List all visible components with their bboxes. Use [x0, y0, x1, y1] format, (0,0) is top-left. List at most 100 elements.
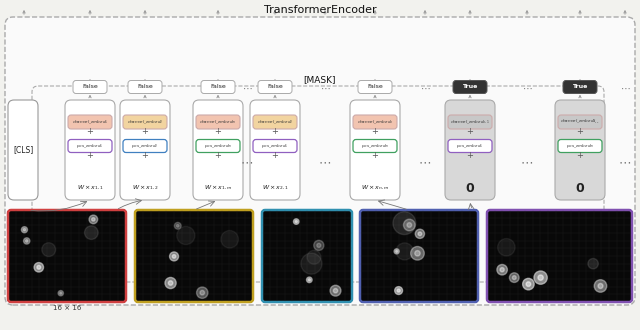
- FancyBboxPatch shape: [196, 115, 240, 129]
- Circle shape: [411, 247, 424, 260]
- Circle shape: [168, 281, 173, 285]
- Circle shape: [26, 240, 28, 242]
- Text: pos_embed$_m$: pos_embed$_m$: [361, 142, 389, 150]
- Text: [CLS]: [CLS]: [13, 146, 33, 154]
- Circle shape: [498, 239, 515, 256]
- Text: +: +: [372, 126, 378, 136]
- Text: +: +: [214, 150, 221, 159]
- Circle shape: [196, 287, 208, 298]
- Circle shape: [394, 249, 399, 254]
- FancyBboxPatch shape: [135, 210, 253, 302]
- FancyBboxPatch shape: [128, 81, 162, 93]
- Circle shape: [403, 219, 415, 231]
- Circle shape: [534, 271, 547, 284]
- Text: False: False: [267, 84, 283, 89]
- FancyBboxPatch shape: [555, 100, 605, 200]
- Text: $\cdots$: $\cdots$: [241, 155, 253, 169]
- Text: $\cdots$: $\cdots$: [618, 155, 632, 169]
- Text: True: True: [572, 84, 588, 89]
- Circle shape: [393, 212, 416, 235]
- Circle shape: [294, 219, 299, 224]
- FancyBboxPatch shape: [123, 140, 167, 152]
- Circle shape: [34, 263, 44, 272]
- Text: +: +: [141, 126, 148, 136]
- Circle shape: [330, 285, 341, 296]
- Text: channel_embed$_2$: channel_embed$_2$: [127, 118, 163, 126]
- Text: channel_embed$_{n,1}$: channel_embed$_{n,1}$: [450, 118, 490, 126]
- Text: pos_embed$_m$: pos_embed$_m$: [204, 142, 232, 150]
- Text: pos_embed$_1$: pos_embed$_1$: [76, 142, 104, 150]
- Circle shape: [177, 226, 195, 245]
- Circle shape: [396, 250, 397, 252]
- Circle shape: [42, 243, 56, 256]
- Circle shape: [84, 226, 98, 240]
- Text: $W \times x_{2,1}$: $W \times x_{2,1}$: [262, 184, 289, 192]
- Circle shape: [523, 279, 534, 290]
- FancyBboxPatch shape: [350, 100, 400, 200]
- FancyBboxPatch shape: [65, 100, 115, 200]
- Text: $\cdots$: $\cdots$: [319, 155, 332, 169]
- Text: channel_embed$_m$: channel_embed$_m$: [199, 118, 237, 126]
- Circle shape: [174, 222, 181, 229]
- Circle shape: [407, 223, 412, 227]
- FancyBboxPatch shape: [558, 140, 602, 152]
- FancyBboxPatch shape: [258, 81, 292, 93]
- Text: [MASK]: [MASK]: [304, 76, 336, 84]
- Circle shape: [165, 278, 176, 289]
- Text: $W \times x_{n,m}$: $W \times x_{n,m}$: [361, 184, 389, 192]
- Text: False: False: [367, 84, 383, 89]
- Circle shape: [598, 283, 603, 288]
- Text: $\cdots$: $\cdots$: [620, 83, 630, 93]
- Circle shape: [24, 238, 30, 244]
- Circle shape: [308, 279, 310, 281]
- Circle shape: [301, 253, 322, 274]
- Text: False: False: [137, 84, 153, 89]
- Circle shape: [307, 277, 312, 282]
- Circle shape: [396, 243, 413, 260]
- Circle shape: [172, 255, 176, 258]
- Circle shape: [333, 288, 338, 293]
- Text: channel_embed$_2$: channel_embed$_2$: [257, 118, 293, 126]
- Circle shape: [588, 258, 598, 269]
- Circle shape: [170, 252, 179, 261]
- Circle shape: [594, 280, 607, 292]
- Circle shape: [21, 227, 28, 233]
- FancyBboxPatch shape: [358, 81, 392, 93]
- Circle shape: [60, 292, 62, 294]
- Circle shape: [526, 282, 531, 286]
- FancyBboxPatch shape: [563, 81, 597, 93]
- Text: $\cdots$: $\cdots$: [242, 83, 252, 93]
- Circle shape: [58, 290, 63, 296]
- Text: +: +: [271, 150, 278, 159]
- Text: $W \times x_{1,1}$: $W \times x_{1,1}$: [77, 184, 104, 192]
- FancyBboxPatch shape: [253, 140, 297, 152]
- FancyBboxPatch shape: [262, 210, 352, 302]
- Text: +: +: [467, 150, 474, 159]
- FancyBboxPatch shape: [201, 81, 235, 93]
- Circle shape: [200, 290, 205, 295]
- Circle shape: [415, 250, 420, 256]
- Text: $\mathbf{0}$: $\mathbf{0}$: [465, 182, 475, 194]
- Circle shape: [307, 250, 321, 264]
- FancyBboxPatch shape: [5, 17, 635, 305]
- Text: pos_embed$_m$: pos_embed$_m$: [566, 142, 594, 150]
- Circle shape: [37, 265, 41, 269]
- FancyBboxPatch shape: [193, 100, 243, 200]
- Circle shape: [538, 275, 543, 280]
- FancyBboxPatch shape: [558, 115, 602, 129]
- Circle shape: [497, 264, 508, 275]
- Text: $W \times x_{1,m}$: $W \times x_{1,m}$: [204, 184, 232, 192]
- Circle shape: [395, 287, 403, 294]
- Circle shape: [92, 218, 95, 221]
- FancyBboxPatch shape: [68, 140, 112, 152]
- FancyBboxPatch shape: [8, 100, 38, 200]
- FancyBboxPatch shape: [448, 140, 492, 152]
- Circle shape: [295, 220, 298, 223]
- Circle shape: [221, 230, 239, 248]
- Text: +: +: [141, 150, 148, 159]
- Text: +: +: [467, 126, 474, 136]
- FancyBboxPatch shape: [253, 115, 297, 129]
- Text: $\cdots$: $\cdots$: [520, 155, 534, 169]
- FancyBboxPatch shape: [120, 100, 170, 200]
- FancyBboxPatch shape: [445, 100, 495, 200]
